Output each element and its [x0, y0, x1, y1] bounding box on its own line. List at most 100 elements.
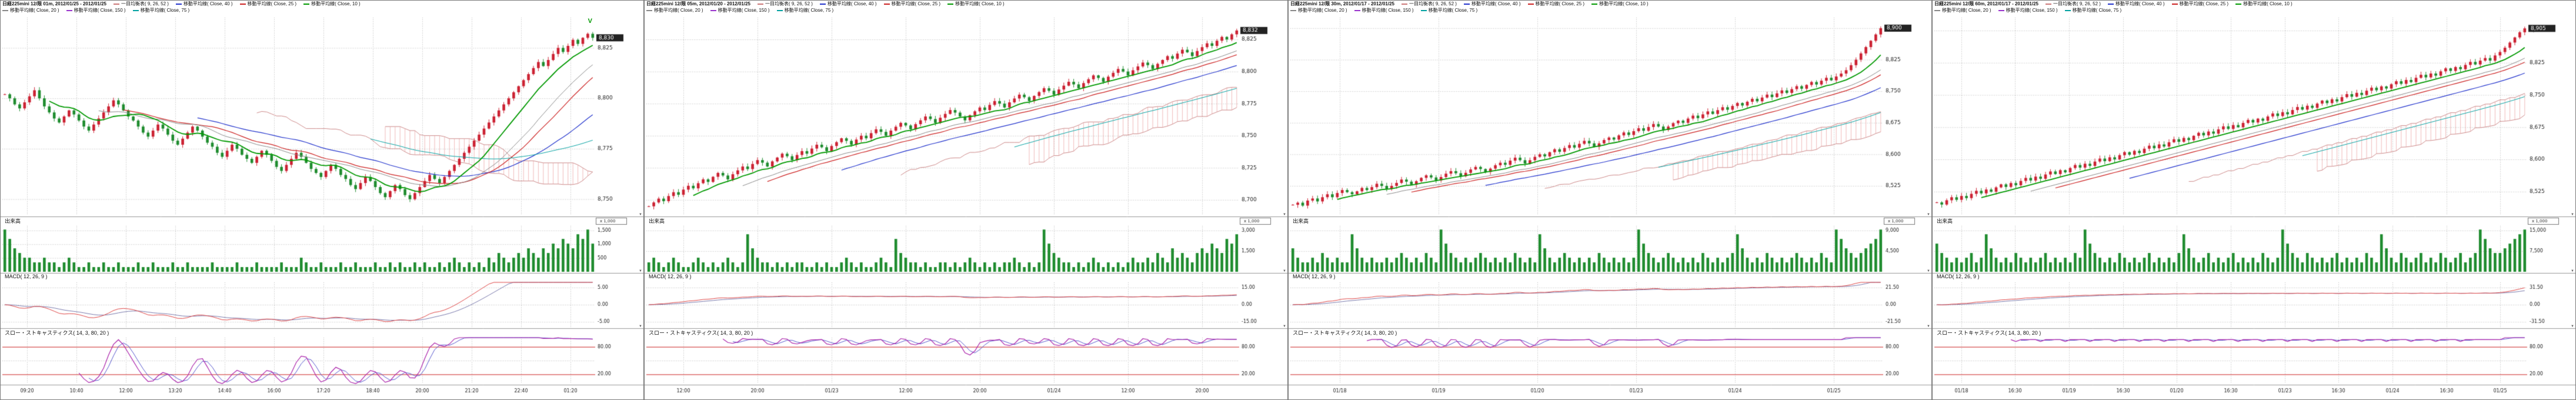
legend-item-ma25[interactable]: 移動平均線( Close, 25 )	[239, 1, 296, 7]
legend-label: 移動平均線( Close, 10 )	[311, 1, 361, 6]
legend-item-ma150[interactable]: 移動平均線( Close, 150 )	[66, 7, 126, 14]
pane-collapse-icon[interactable]: ▼	[1927, 269, 1930, 273]
legend-item-ma25[interactable]: 移動平均線( Close, 25 )	[883, 1, 941, 7]
legend-label: 移動平均線( Close, 10 )	[955, 1, 1005, 6]
legend-color-icon	[1290, 9, 1296, 11]
legend-color-icon	[1998, 9, 2004, 11]
chart-legend-row-1: 日経225mini 12/限 60m, 2012/01/17 - 2012/01…	[1934, 1, 2541, 7]
pane-collapse-icon[interactable]: ▼	[1283, 269, 1286, 273]
legend-color-icon	[2046, 3, 2052, 5]
legend-label: 移動平均線( Close, 40 )	[183, 1, 233, 6]
chart-panel-2: 日経225mini 12/限 05m, 2012/01/20 - 2012/01…	[644, 0, 1288, 400]
legend-item-ma40[interactable]: 移動平均線( Close, 40 )	[819, 1, 877, 7]
legend-label: 移動平均線( Close, 75 )	[784, 8, 834, 13]
chart-legend-row-1: 日経225mini 12/限 30m, 2012/01/17 - 2012/01…	[1290, 1, 1897, 7]
legend-color-icon	[303, 3, 310, 5]
legend-item-ma75[interactable]: 移動平均線( Close, 75 )	[2064, 7, 2121, 14]
macd-pane-label: MACD( 12, 26, 9 )	[1293, 274, 1336, 279]
legend-label: 移動平均線( Close, 25 )	[2179, 1, 2229, 6]
legend-item-ma25[interactable]: 移動平均線( Close, 25 )	[2171, 1, 2229, 7]
volume-pane-label: 出来高	[5, 218, 21, 224]
legend-item-ma20[interactable]: 移動平均線( Close, 20 )	[1934, 7, 1991, 14]
chart-legend-row-2: 移動平均線( Close, 20 ) 移動平均線( Close, 150 ) 移…	[646, 7, 1253, 14]
legend-label: 移動平均線( Close, 150 )	[2006, 8, 2058, 13]
legend-label: 移動平均線( Close, 25 )	[891, 1, 941, 6]
pane-collapse-icon[interactable]: ▼	[2571, 325, 2574, 328]
stochastics-pane-label: スロー・ストキャスティクス( 14, 3, 80, 20 )	[1937, 330, 2041, 336]
legend-item-ma20[interactable]: 移動平均線( Close, 20 )	[1290, 7, 1347, 14]
legend-item-ma75[interactable]: 移動平均線( Close, 75 )	[1420, 7, 1477, 14]
legend-color-icon	[2235, 3, 2242, 5]
legend-label: 移動平均線( Close, 75 )	[140, 8, 190, 13]
pane-collapse-icon[interactable]: ▼	[2571, 269, 2574, 273]
legend-color-icon	[132, 9, 139, 11]
price-chart-canvas[interactable]	[1932, 0, 2576, 400]
legend-item-ma20[interactable]: 移動平均線( Close, 20 )	[2, 7, 59, 14]
stochastics-pane-label: スロー・ストキャスティクス( 14, 3, 80, 20 )	[5, 330, 109, 336]
legend-label: 移動平均線( Close, 40 )	[1471, 1, 1521, 6]
legend-item-ma25[interactable]: 移動平均線( Close, 25 )	[1527, 1, 1584, 7]
macd-pane-label: MACD( 12, 26, 9 )	[5, 274, 48, 279]
legend-item-ma150[interactable]: 移動平均線( Close, 150 )	[710, 7, 770, 14]
pane-collapse-icon[interactable]: ▼	[639, 325, 642, 328]
legend-color-icon	[175, 3, 182, 5]
chart-title: 日経225mini 12/限 05m, 2012/01/20 - 2012/01…	[646, 1, 751, 6]
pane-collapse-icon[interactable]: ▼	[639, 213, 642, 216]
legend-color-icon	[2171, 3, 2178, 5]
legend-item-ma150[interactable]: 移動平均線( Close, 150 )	[1998, 7, 2058, 14]
chart-legend-row-2: 移動平均線( Close, 20 ) 移動平均線( Close, 150 ) 移…	[2, 7, 609, 14]
legend-color-icon	[883, 3, 890, 5]
legend-item-ma150[interactable]: 移動平均線( Close, 150 )	[1354, 7, 1414, 14]
legend-item-ichimoku[interactable]: 一目均衡表( 9, 26, 52 )	[758, 1, 813, 7]
legend-label: 一目均衡表( 9, 26, 52 )	[2053, 1, 2101, 6]
price-chart-canvas[interactable]	[1288, 0, 1932, 400]
legend-item-ma40[interactable]: 移動平均線( Close, 40 )	[175, 1, 233, 7]
legend-item-ichimoku[interactable]: 一目均衡表( 9, 26, 52 )	[1402, 1, 1457, 7]
legend-label: 移動平均線( Close, 10 )	[1599, 1, 1649, 6]
legend-label: 移動平均線( Close, 40 )	[827, 1, 877, 6]
stochastics-pane-label: スロー・ストキャスティクス( 14, 3, 80, 20 )	[1293, 330, 1397, 336]
legend-color-icon	[819, 3, 826, 5]
legend-label: 一目均衡表( 9, 26, 52 )	[765, 1, 813, 6]
chart-title: 日経225mini 12/限 30m, 2012/01/17 - 2012/01…	[1290, 1, 1395, 6]
legend-color-icon	[1354, 9, 1360, 11]
legend-item-ma40[interactable]: 移動平均線( Close, 40 )	[2107, 1, 2165, 7]
legend-item-ma10[interactable]: 移動平均線( Close, 10 )	[947, 1, 1005, 7]
stochastics-pane-label: スロー・ストキャスティクス( 14, 3, 80, 20 )	[649, 330, 753, 336]
pane-collapse-icon[interactable]: ▼	[1927, 213, 1930, 216]
legend-color-icon	[66, 9, 72, 11]
legend-item-ma75[interactable]: 移動平均線( Close, 75 )	[132, 7, 190, 14]
legend-color-icon	[2107, 3, 2114, 5]
pane-collapse-icon[interactable]: ▼	[1283, 325, 1286, 328]
legend-color-icon	[1934, 9, 1940, 11]
legend-color-icon	[1591, 3, 1598, 5]
price-chart-canvas[interactable]	[644, 0, 1288, 400]
pane-collapse-icon[interactable]: ▼	[1927, 325, 1930, 328]
legend-label: 移動平均線( Close, 40 )	[2115, 1, 2165, 6]
legend-item-ma75[interactable]: 移動平均線( Close, 75 )	[776, 7, 834, 14]
trade-marker: V	[588, 18, 592, 25]
chart-title: 日経225mini 12/限 60m, 2012/01/17 - 2012/01…	[1934, 1, 2039, 6]
legend-color-icon	[114, 3, 120, 5]
legend-color-icon	[1463, 3, 1470, 5]
legend-color-icon	[776, 9, 783, 11]
legend-label: 移動平均線( Close, 20 )	[10, 8, 59, 13]
legend-label: 一目均衡表( 9, 26, 52 )	[1409, 1, 1457, 6]
legend-item-ma10[interactable]: 移動平均線( Close, 10 )	[303, 1, 361, 7]
legend-item-ma20[interactable]: 移動平均線( Close, 20 )	[646, 7, 703, 14]
pane-collapse-icon[interactable]: ▼	[1283, 213, 1286, 216]
legend-color-icon	[1420, 9, 1427, 11]
legend-color-icon	[646, 9, 652, 11]
legend-item-ichimoku[interactable]: 一目均衡表( 9, 26, 52 )	[114, 1, 169, 7]
legend-item-ma10[interactable]: 移動平均線( Close, 10 )	[1591, 1, 1649, 7]
legend-item-ichimoku[interactable]: 一目均衡表( 9, 26, 52 )	[2046, 1, 2101, 7]
legend-color-icon	[1402, 3, 1408, 5]
legend-color-icon	[2, 9, 8, 11]
pane-collapse-icon[interactable]: ▼	[2571, 213, 2574, 216]
macd-pane-label: MACD( 12, 26, 9 )	[649, 274, 692, 279]
legend-item-ma10[interactable]: 移動平均線( Close, 10 )	[2235, 1, 2293, 7]
legend-color-icon	[947, 3, 954, 5]
price-chart-canvas[interactable]	[0, 0, 644, 400]
legend-item-ma40[interactable]: 移動平均線( Close, 40 )	[1463, 1, 1521, 7]
pane-collapse-icon[interactable]: ▼	[639, 269, 642, 273]
